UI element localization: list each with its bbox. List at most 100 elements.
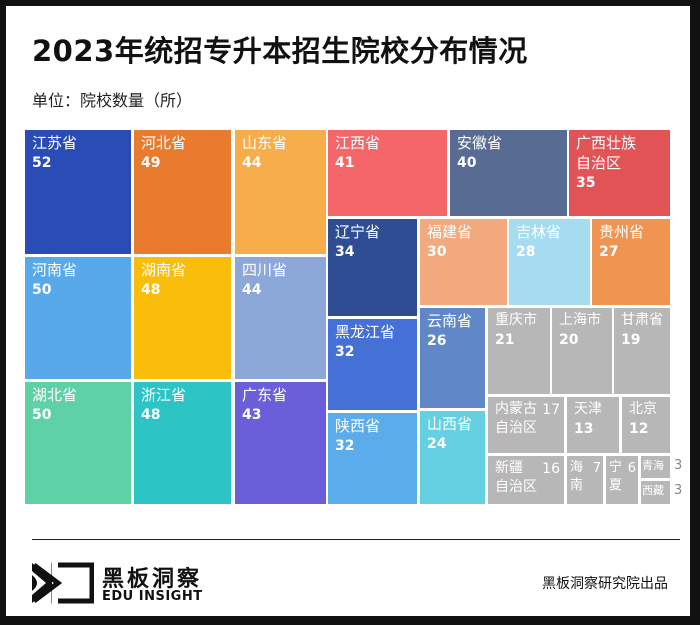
treemap-cell: 云南省 26 bbox=[420, 308, 485, 408]
treemap-cell: 青海 3 bbox=[641, 456, 682, 478]
cell-label: 陕西省 bbox=[335, 417, 381, 435]
cell-value: 43 bbox=[242, 407, 262, 423]
cell-label: 湖南省 bbox=[141, 261, 187, 279]
chart-title: 2023年统招专升本招生院校分布情况 bbox=[32, 34, 528, 68]
cell-value: 44 bbox=[242, 155, 262, 171]
cell-label: 河北省 bbox=[141, 134, 187, 152]
cell-label: 四川省 bbox=[242, 261, 288, 279]
cell-value: 50 bbox=[32, 282, 52, 298]
cell-value: 50 bbox=[32, 407, 52, 423]
cell-label: 重庆市 bbox=[495, 312, 537, 328]
treemap-cell: 河南省 50 bbox=[25, 257, 131, 379]
treemap-cell: 福建省 30 bbox=[420, 219, 507, 305]
treemap-cell: 江西省 41 bbox=[328, 130, 447, 216]
cell-label: 江西省 bbox=[335, 134, 381, 152]
cell-label: 辽宁省 bbox=[335, 223, 381, 241]
treemap-cell: 天津 13 bbox=[567, 397, 619, 453]
cell-label: 吉林省 bbox=[516, 223, 562, 241]
cell-label: 广东省 bbox=[242, 386, 288, 404]
treemap-cell: 黑龙江省 32 bbox=[328, 319, 417, 410]
treemap-cell: 四川省 44 bbox=[235, 257, 326, 379]
treemap-cell: 西藏 3 bbox=[641, 481, 682, 504]
cell-value: 41 bbox=[335, 155, 355, 171]
cell-value: 48 bbox=[141, 282, 161, 298]
treemap-cell: 上海市 20 bbox=[552, 308, 612, 394]
cell-value: 35 bbox=[576, 175, 596, 191]
cell-label: 浙江省 bbox=[141, 386, 187, 404]
treemap-cell: 辽宁省 34 bbox=[328, 219, 417, 316]
cell-label: 山东省 bbox=[242, 134, 288, 152]
cell-value: 27 bbox=[599, 244, 619, 260]
cell-label: 西藏 bbox=[642, 484, 664, 497]
cell-value: 49 bbox=[141, 155, 161, 171]
cell-label: 海 南 bbox=[570, 460, 584, 493]
treemap-cell: 海 南 7 bbox=[567, 456, 603, 504]
treemap-cell: 广西壮族 自治区 35 bbox=[569, 130, 670, 216]
treemap-cell: 湖北省 50 bbox=[25, 382, 131, 504]
cell-label: 云南省 bbox=[427, 312, 473, 330]
cell-value: 19 bbox=[621, 332, 641, 348]
cell-value: 44 bbox=[242, 282, 262, 298]
treemap-cell: 重庆市 21 bbox=[488, 308, 550, 394]
cell-value: 48 bbox=[141, 407, 161, 423]
cell-label: 黑龙江省 bbox=[335, 323, 396, 341]
treemap-cell: 浙江省 48 bbox=[134, 382, 231, 504]
cell-label: 山西省 bbox=[427, 415, 473, 433]
cell-value: 32 bbox=[335, 438, 355, 454]
chart-card: 2023年统招专升本招生院校分布情况 单位：院校数量（所） 江苏省 52 河北省 49… bbox=[6, 6, 690, 616]
treemap-cell: 湖南省 48 bbox=[134, 257, 231, 379]
cell-value: 7 bbox=[592, 461, 601, 476]
cell-value: 3 bbox=[674, 458, 683, 473]
unit-label: 单位：院校数量（所） bbox=[32, 91, 193, 110]
cell-value: 3 bbox=[674, 483, 683, 498]
cell-value: 34 bbox=[335, 244, 355, 260]
treemap-cell: 陕西省 32 bbox=[328, 413, 417, 504]
cell-label: 新疆 自治区 bbox=[495, 460, 537, 495]
cell-label: 天津 bbox=[574, 401, 602, 417]
treemap-cell: 北京 12 bbox=[622, 397, 670, 453]
cell-value: 12 bbox=[629, 421, 649, 437]
divider bbox=[32, 539, 680, 540]
cell-value: 52 bbox=[32, 155, 52, 171]
treemap-cell: 宁 夏 6 bbox=[606, 456, 638, 504]
logo-text-en: EDU INSIGHT bbox=[102, 589, 203, 604]
cell-label: 安徽省 bbox=[457, 134, 503, 152]
cell-value: 16 bbox=[542, 461, 560, 477]
treemap-cell: 新疆 自治区 16 bbox=[488, 456, 564, 504]
treemap-cell: 广东省 43 bbox=[235, 382, 326, 504]
cell-value: 24 bbox=[427, 436, 447, 452]
cell-value: 13 bbox=[574, 421, 594, 437]
cell-value: 20 bbox=[559, 332, 579, 348]
cell-label: 湖北省 bbox=[32, 386, 78, 404]
cell-label: 内蒙古 自治区 bbox=[495, 401, 537, 436]
cell-label: 河南省 bbox=[32, 261, 78, 279]
cell-value: 21 bbox=[495, 332, 515, 348]
cell-value: 28 bbox=[516, 244, 536, 260]
cell-label: 广西壮族 自治区 bbox=[576, 134, 637, 172]
cell-label: 北京 bbox=[629, 401, 657, 417]
treemap-cell: 甘肃省 19 bbox=[614, 308, 670, 394]
cell-value: 40 bbox=[457, 155, 477, 171]
cell-label: 上海市 bbox=[559, 312, 601, 328]
cell-value: 26 bbox=[427, 333, 447, 349]
cell-value: 30 bbox=[427, 244, 447, 260]
source-credit: 黑板洞察研究院出品 bbox=[542, 576, 668, 592]
treemap-cell: 山西省 24 bbox=[420, 411, 485, 504]
treemap-cell: 河北省 49 bbox=[134, 130, 231, 254]
cell-label: 青海 bbox=[642, 459, 664, 472]
cell-label: 甘肃省 bbox=[621, 312, 663, 328]
cell-label: 宁 夏 bbox=[609, 460, 623, 493]
cell-label: 江苏省 bbox=[32, 134, 78, 152]
cell-value: 6 bbox=[627, 461, 636, 476]
treemap-cell: 吉林省 28 bbox=[509, 219, 590, 305]
cell-value: 32 bbox=[335, 344, 355, 360]
cell-label: 福建省 bbox=[427, 223, 473, 241]
eye-logo-icon bbox=[32, 561, 94, 605]
treemap-cell: 山东省 44 bbox=[235, 130, 326, 254]
cell-value: 17 bbox=[542, 402, 560, 418]
treemap-cell: 安徽省 40 bbox=[450, 130, 567, 216]
logo-text-cn: 黑板洞察 bbox=[102, 567, 203, 592]
treemap-cell: 贵州省 27 bbox=[592, 219, 670, 305]
cell-label: 贵州省 bbox=[599, 223, 645, 241]
treemap-cell: 内蒙古 自治区 17 bbox=[488, 397, 564, 453]
